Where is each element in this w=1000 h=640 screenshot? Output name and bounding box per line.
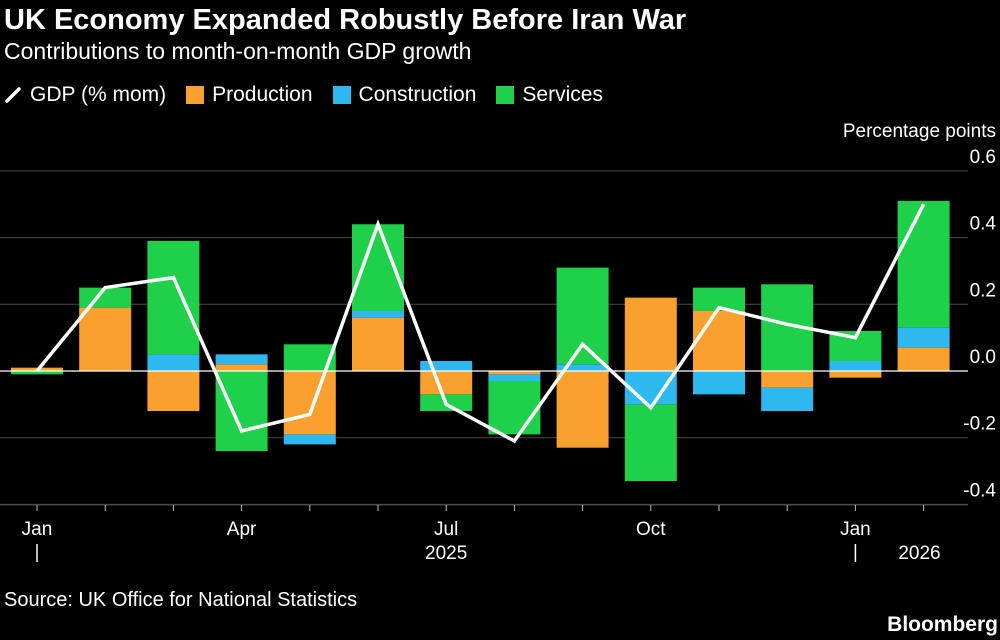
- bar-production: [488, 371, 541, 375]
- grid-lines: [0, 170, 968, 505]
- bar-construction: [488, 374, 541, 382]
- bar-construction: [556, 364, 609, 371]
- legend-item-construction: Construction: [332, 83, 477, 107]
- legend-production-swatch: [186, 86, 205, 104]
- bar-services: [215, 371, 268, 452]
- bar-services: [11, 371, 63, 375]
- bar-services: [488, 381, 541, 435]
- y-tick-label: 0.6: [970, 147, 996, 168]
- bar-construction: [283, 434, 336, 445]
- legend-construction-swatch: [332, 86, 351, 104]
- y-tick-labels: 0.6 0.4 0.2 0.0 -0.2 -0.4: [963, 147, 996, 502]
- year-label: 2026: [898, 543, 940, 564]
- bar-construction: [761, 387, 814, 412]
- bar-production: [761, 371, 814, 388]
- bar-services: [693, 287, 745, 311]
- legend-construction-label: Construction: [358, 83, 477, 106]
- bar-production: [147, 371, 200, 412]
- gdp-line: [35, 203, 926, 444]
- bar-construction: [693, 371, 745, 395]
- legend-item-production: Production: [186, 83, 313, 107]
- bar-services: [79, 287, 132, 308]
- x-tick-label: Oct: [636, 519, 666, 540]
- legend-item-gdp: GDP (% mom): [4, 83, 166, 107]
- bar-production: [420, 371, 473, 395]
- bar-construction: [420, 360, 473, 371]
- x-tick-label: Apr: [227, 519, 257, 540]
- bar-construction: [147, 354, 200, 371]
- source-note: Source: UK Office for National Statistic…: [4, 589, 358, 611]
- bar-production: [283, 371, 336, 435]
- x-tick-label: Jul: [434, 519, 458, 540]
- y-tick-label: 0.4: [970, 214, 997, 235]
- legend-services-swatch: [496, 86, 515, 104]
- bar-services: [147, 240, 200, 355]
- bar-series: [11, 200, 950, 482]
- y-tick-label: 0.2: [970, 280, 996, 301]
- bar-production: [79, 307, 132, 371]
- y-tick-label: -0.2: [963, 414, 996, 435]
- bar-construction: [215, 354, 268, 365]
- legend-item-services: Services: [496, 83, 603, 107]
- gdp-line-series: [35, 203, 926, 444]
- y-tick-label: 0.0: [970, 347, 996, 368]
- bar-production: [829, 371, 882, 378]
- bar-production: [624, 297, 677, 371]
- y-tick-label: -0.4: [963, 480, 996, 501]
- bar-services: [556, 267, 609, 365]
- bar-construction: [829, 360, 882, 371]
- chart-title: UK Economy Expanded Robustly Before Iran…: [4, 4, 687, 36]
- brand-logo: Bloomberg: [887, 613, 998, 636]
- chart-subtitle: Contributions to month-on-month GDP grow…: [4, 38, 472, 64]
- bar-services: [624, 404, 677, 482]
- bar-production: [556, 371, 609, 448]
- legend-production-label: Production: [212, 83, 313, 106]
- year-label: 2025: [425, 543, 467, 564]
- legend-gdp-label: GDP (% mom): [30, 83, 167, 106]
- bar-production: [352, 317, 404, 371]
- bar-construction: [897, 327, 950, 348]
- x-tick-label: Jan: [22, 519, 53, 540]
- bar-production: [215, 364, 268, 371]
- chart-legend: GDP (% mom) Production Construction Serv…: [4, 82, 603, 108]
- bar-services: [897, 200, 950, 328]
- bar-production: [897, 347, 950, 371]
- bar-production: [693, 310, 745, 371]
- bar-construction: [352, 310, 404, 318]
- y-axis-label: Percentage points: [843, 121, 996, 142]
- x-tick-label: Jan: [840, 519, 871, 540]
- legend-gdp-line-icon: [4, 86, 22, 104]
- bar-construction: [624, 371, 677, 405]
- x-axis: Jan Apr Jul Oct Jan 2025 2026: [0, 504, 968, 564]
- legend-services-label: Services: [522, 83, 603, 106]
